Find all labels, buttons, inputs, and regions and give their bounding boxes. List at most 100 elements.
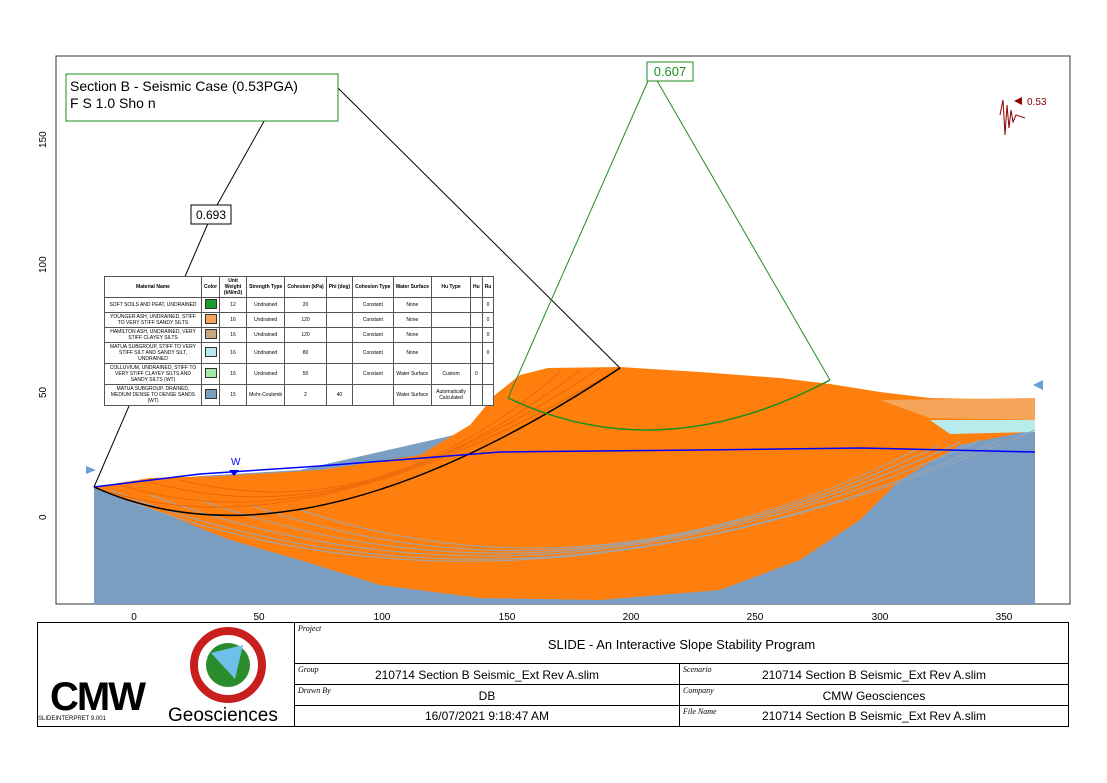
- material-ctype: Constant: [352, 363, 394, 385]
- material-ws: None: [392, 297, 433, 313]
- material-hu: [470, 312, 483, 328]
- material-ws: None: [392, 342, 433, 364]
- logo-main: CMW: [50, 675, 146, 719]
- header-hu-type: Hu Type: [431, 276, 472, 298]
- header-material-name: Material Name: [104, 276, 202, 298]
- x-tick-250: 250: [747, 612, 764, 623]
- project-label: Project: [298, 624, 322, 633]
- material-uw: 16: [219, 342, 248, 364]
- water-marker-label: W: [231, 457, 241, 468]
- material-color: [200, 312, 221, 328]
- material-phi: [325, 312, 354, 328]
- material-name: MATUA SUBGROUP, STIFF TO VERY STIFF SILT…: [104, 342, 202, 364]
- material-swatch: [204, 329, 217, 339]
- logo-sub: Geosciences: [168, 705, 278, 726]
- y-tick-100: 100: [38, 256, 49, 273]
- material-ws: None: [392, 312, 433, 328]
- critical-slip-surface-black: [93, 367, 621, 517]
- header-cohesion-type: Cohesion Type: [352, 276, 394, 298]
- group-value: 210714 Section B Seismic_Ext Rev A.slim: [374, 668, 600, 682]
- material-c: 120: [284, 312, 327, 328]
- material-hu: 0: [470, 363, 483, 385]
- x-tick-50: 50: [253, 612, 265, 623]
- title-block: CMW Geosciences SLIDEINTERPRET 9.001 Pro…: [37, 622, 1069, 727]
- material-phi: 40: [325, 384, 354, 406]
- y-tick-50: 50: [38, 386, 49, 398]
- right-layer-ash: [880, 398, 1035, 420]
- material-row: COLLUVIUM, UNDRAINED, STIFF TO VERY STIF…: [104, 363, 495, 385]
- material-row: SOFT SOILS AND PEAT, UNDRAINED 12 Undrai…: [104, 297, 495, 313]
- date-value: 16/07/2021 9:18:47 AM: [424, 709, 550, 723]
- material-uw: 15: [219, 384, 248, 406]
- material-row: MATUA SUBGROUP, STIFF TO VERY STIFF SILT…: [104, 342, 495, 364]
- seismic-arrow-icon: [1014, 97, 1022, 105]
- material-phi: [325, 342, 354, 364]
- x-tick-0: 0: [131, 612, 137, 623]
- x-tick-350: 350: [996, 612, 1013, 623]
- material-type: Mohr-Coulomb: [246, 384, 286, 406]
- scenario-value: 210714 Section B Seismic_Ext Rev A.slim: [761, 668, 987, 682]
- header-cohesion: Cohesion (kPa): [284, 276, 327, 298]
- material-hutype: Custom: [431, 363, 472, 385]
- fs-line-black-3: [337, 87, 621, 369]
- y-tick-150: 150: [38, 131, 49, 148]
- material-c: 80: [284, 342, 327, 364]
- material-ctype: [352, 384, 394, 406]
- header-unit-weight: Unit Weight (kN/m3): [219, 276, 248, 298]
- material-c: 50: [284, 363, 327, 385]
- cmw-logo-icon: [190, 627, 266, 703]
- material-swatch: [204, 368, 217, 378]
- fs-label-black: 0.693: [196, 208, 226, 222]
- slip-arcs: [93, 429, 1036, 562]
- material-legend-table: Material Name Color Unit Weight (kN/m3) …: [104, 276, 495, 406]
- scenario-label: Scenario: [683, 665, 712, 674]
- fs-box-black: [190, 204, 232, 225]
- version-label: SLIDEINTERPRET 9.001: [38, 716, 106, 722]
- annotation-line-1: Section B - Seismic Case (0.53PGA): [70, 78, 298, 94]
- header-ru: Ru: [481, 276, 495, 298]
- y-axis: 0 50 100 150: [38, 131, 49, 520]
- project-value: SLIDE - An Interactive Slope Stability P…: [547, 637, 816, 652]
- material-row: HAMILTON ASH, UNDRAINED, VERY STIFF CLAY…: [104, 327, 495, 343]
- material-uw: 16: [219, 312, 248, 328]
- fs-line-green-2: [651, 71, 831, 381]
- material-uw: 12: [219, 297, 248, 313]
- material-hu: [470, 384, 483, 406]
- annotation-line-2: F S 1.0 Sho n: [70, 95, 156, 111]
- material-type: Undrained: [246, 327, 286, 343]
- header-hu: Hu: [470, 276, 483, 298]
- material-hutype: [431, 297, 472, 313]
- x-tick-150: 150: [499, 612, 516, 623]
- material-ctype: Constant: [352, 342, 394, 364]
- material-color: [200, 327, 221, 343]
- fs-label-green: 0.607: [654, 64, 687, 79]
- seismic-coef: 0.53: [1027, 97, 1047, 108]
- scenario-cell: Scenario 210714 Section B Seismic_Ext Re…: [680, 664, 1068, 685]
- material-uw: 16: [219, 327, 248, 343]
- material-phi: [325, 363, 354, 385]
- material-ctype: Constant: [352, 312, 394, 328]
- material-uw: 16: [219, 363, 248, 385]
- material-table-header: Material Name Color Unit Weight (kN/m3) …: [104, 276, 495, 298]
- drawn-value: DB: [478, 689, 496, 703]
- right-boundary-flag-icon: [1033, 380, 1043, 390]
- x-tick-200: 200: [623, 612, 640, 623]
- y-tick-0: 0: [38, 514, 49, 520]
- material-name: SOFT SOILS AND PEAT, UNDRAINED: [104, 297, 202, 313]
- material-ru: [481, 363, 495, 385]
- water-marker-icon: [229, 470, 239, 476]
- material-swatch: [204, 389, 217, 399]
- material-ru: 0: [481, 327, 495, 343]
- material-color: [200, 384, 221, 406]
- material-phi: [325, 327, 354, 343]
- material-hu: [470, 327, 483, 343]
- material-ctype: Constant: [352, 327, 394, 343]
- material-ru: 0: [481, 297, 495, 313]
- logo-cell: CMW Geosciences SLIDEINTERPRET 9.001: [38, 623, 295, 726]
- file-label: File Name: [683, 707, 717, 716]
- header-color: Color: [200, 276, 221, 298]
- slip-surface-mass: [94, 367, 1035, 600]
- material-hutype: Automatically Calculated: [431, 384, 472, 406]
- annotation-box: [65, 73, 339, 122]
